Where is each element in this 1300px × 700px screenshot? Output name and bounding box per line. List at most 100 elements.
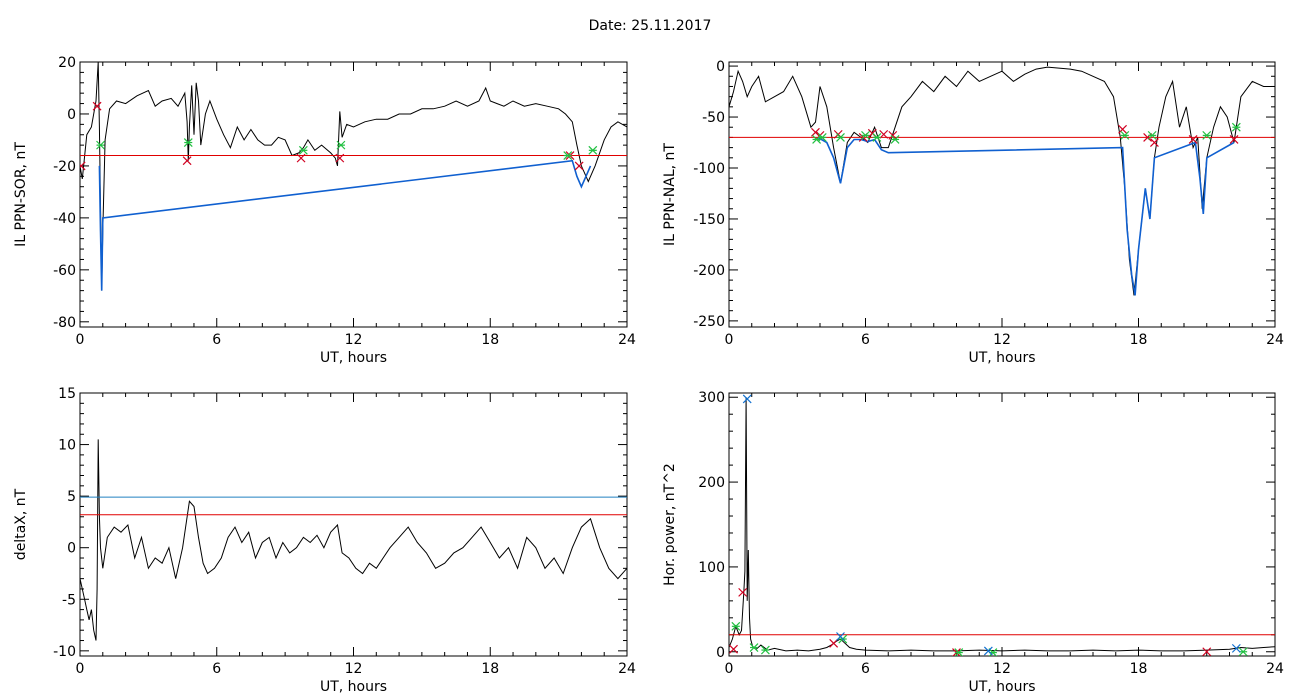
- red-marker: [296, 153, 306, 163]
- red-marker: [574, 161, 584, 171]
- green-marker: [749, 643, 759, 652]
- x-tick-label: 0: [76, 332, 85, 348]
- y-tick-label: -150: [693, 212, 725, 228]
- plot-frame-sor: [79, 61, 628, 328]
- red-marker: [1188, 135, 1198, 144]
- green-marker: [890, 135, 900, 144]
- plot-area-deltax: [80, 439, 627, 641]
- plot-area-power: [729, 394, 1275, 656]
- blue-marker: [983, 646, 993, 656]
- y-tick-label: -20: [53, 159, 76, 175]
- green-marker: [588, 145, 598, 155]
- x-tick-label: 6: [861, 661, 870, 677]
- red-marker: [829, 638, 839, 648]
- green-marker: [336, 140, 346, 150]
- x-tick-label: 0: [76, 661, 85, 677]
- red-marker: [182, 156, 192, 166]
- x-tick-label: 24: [618, 661, 636, 677]
- y-tick-label: -10: [53, 644, 76, 660]
- green-marker: [1231, 122, 1241, 132]
- x-tick-label: 18: [481, 332, 499, 348]
- green-marker: [731, 621, 741, 631]
- chart-panel-nal: 0 6 12 18 24 -250 -200 -150 -100 -50 0 UT, hours IL …: [662, 59, 1284, 366]
- x-axis-label: UT, hours: [320, 679, 387, 695]
- green-marker: [1147, 130, 1157, 140]
- green-marker: [760, 645, 770, 655]
- y-tick-label: 0: [67, 107, 76, 123]
- x-tick-label: 12: [345, 332, 363, 348]
- plot-frame-nal: [728, 61, 1276, 328]
- red-marker: [1143, 132, 1153, 142]
- y-axis-label: IL PPN-SOR, nT: [13, 142, 29, 247]
- red-marker: [811, 127, 820, 137]
- green-marker: [954, 648, 964, 656]
- x-tick-label: 6: [212, 332, 221, 348]
- red-marker: [738, 587, 748, 597]
- green-marker: [861, 130, 870, 140]
- x-tick-label: 12: [345, 661, 363, 677]
- red-marker: [335, 153, 345, 163]
- y-tick-label: 300: [698, 390, 725, 406]
- chart-panel-power: 0 6 12 18 24 0 100 200 300 UT, hours Hor. power, n…: [662, 390, 1284, 695]
- plot-frame-power: [728, 392, 1276, 657]
- series-line-0: [729, 397, 1275, 652]
- series-line-0: [80, 439, 627, 641]
- y-tick-label: -200: [693, 263, 725, 279]
- y-tick-label: 0: [67, 541, 76, 557]
- y-tick-label: -80: [53, 315, 76, 331]
- x-tick-label: 24: [618, 332, 636, 348]
- green-marker: [298, 145, 308, 155]
- x-tick-label: 24: [1266, 332, 1284, 348]
- x-tick-label: 0: [725, 661, 734, 677]
- y-tick-label: -50: [702, 110, 725, 126]
- red-marker: [92, 101, 102, 111]
- green-marker: [96, 140, 105, 150]
- chart-panel-sor: 0 6 12 18 24 -80 -60 -40 -20 0 20 UT, hours IL PPN-S…: [13, 55, 636, 366]
- x-tick-label: 6: [861, 332, 870, 348]
- red-marker: [1229, 135, 1239, 144]
- y-tick-label: 100: [698, 560, 725, 576]
- series-line-1: [817, 136, 1235, 296]
- y-tick-label: 5: [67, 489, 76, 505]
- y-tick-label: 10: [58, 438, 76, 454]
- y-axis-label: Hor. power, nT^2: [662, 463, 678, 586]
- x-axis-label: UT, hours: [968, 350, 1035, 366]
- green-marker: [1120, 130, 1130, 140]
- y-tick-label: 20: [58, 55, 76, 71]
- green-marker: [836, 132, 845, 142]
- red-marker: [729, 644, 738, 654]
- red-marker: [1118, 124, 1127, 134]
- y-tick-label: 0: [716, 59, 725, 75]
- x-tick-label: 6: [212, 661, 221, 677]
- y-tick-label: 200: [698, 475, 725, 491]
- y-tick-label: -40: [53, 211, 76, 227]
- y-tick-label: -60: [53, 263, 76, 279]
- x-tick-label: 24: [1266, 661, 1284, 677]
- red-marker: [1202, 647, 1212, 656]
- y-tick-label: -5: [62, 592, 76, 608]
- green-marker: [812, 135, 822, 144]
- green-marker: [1202, 130, 1212, 140]
- y-tick-label: -100: [693, 161, 725, 177]
- blue-marker: [742, 394, 752, 404]
- red-marker: [80, 161, 86, 171]
- x-axis-label: UT, hours: [968, 679, 1035, 695]
- plot-frame-deltax: [79, 392, 628, 657]
- green-marker: [872, 132, 882, 142]
- red-marker: [879, 129, 889, 139]
- green-marker: [817, 132, 827, 142]
- plot-area-nal: [729, 66, 1275, 296]
- figure-title: Date: 25.11.2017: [588, 18, 712, 34]
- x-tick-label: 12: [993, 661, 1011, 677]
- x-tick-label: 18: [1130, 661, 1148, 677]
- blue-marker: [836, 632, 845, 641]
- x-tick-label: 18: [481, 661, 499, 677]
- chart-panel-deltax: 0 6 12 18 24 -10 -5 0 5 10 15 UT, hours deltaX, nT: [13, 386, 636, 695]
- plot-area-sor: [80, 62, 627, 291]
- y-axis-label: IL PPN-NAL, nT: [662, 143, 678, 246]
- x-tick-label: 12: [993, 332, 1011, 348]
- x-axis-label: UT, hours: [320, 350, 387, 366]
- blue-marker: [1231, 643, 1241, 653]
- red-marker: [888, 130, 898, 140]
